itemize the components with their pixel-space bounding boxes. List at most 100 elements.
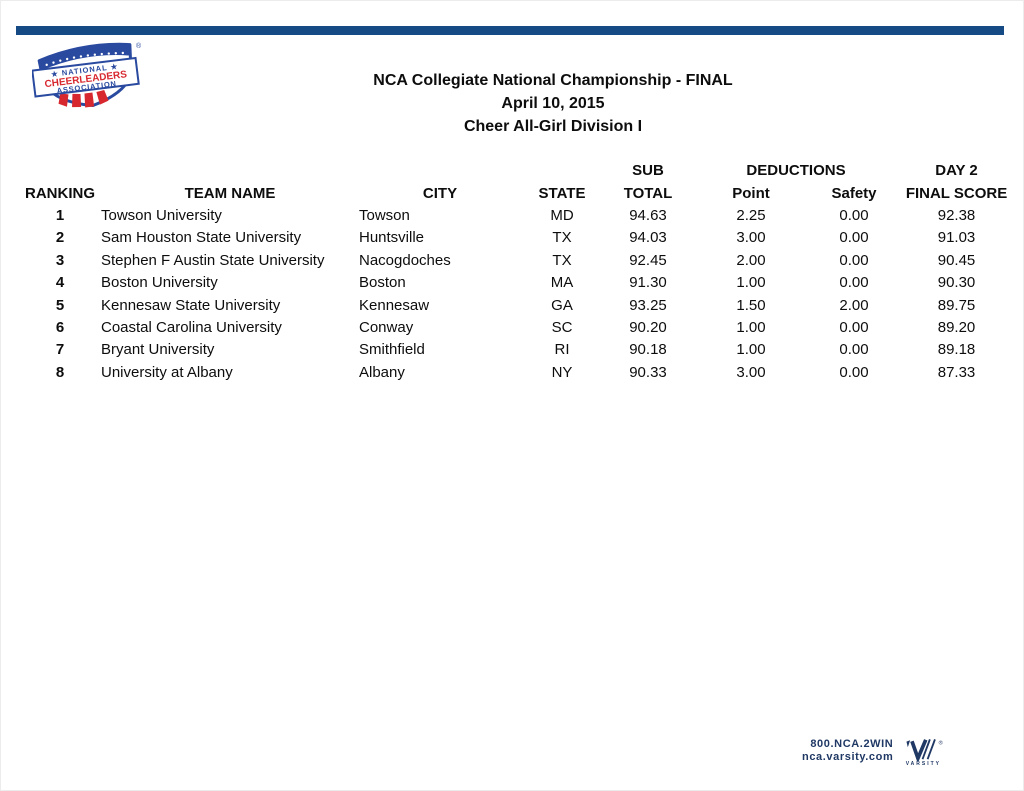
- table-row: 5 Kennesaw State University Kennesaw GA …: [19, 295, 1014, 317]
- cell-team: Kennesaw State University: [101, 296, 281, 314]
- cell-final-score: 91.03: [937, 229, 976, 247]
- group-header-deductions: DEDUCTIONS: [746, 162, 846, 179]
- cell-city: Albany: [359, 363, 405, 381]
- cell-ranking: 5: [55, 296, 65, 314]
- event-date: April 10, 2015: [501, 95, 605, 112]
- cell-city: Nacogdoches: [359, 251, 451, 269]
- page-title: NCA Collegiate National Championship - F…: [373, 72, 733, 89]
- cell-state: NY: [551, 363, 573, 381]
- varsity-logo-icon: ®: [906, 739, 943, 761]
- cell-point: 1.00: [736, 274, 766, 292]
- title-block: NCA Collegiate National Championship - F…: [81, 69, 1024, 138]
- col-point: Point: [732, 185, 770, 202]
- cell-ranking: 4: [55, 274, 65, 292]
- cell-sub-total: 90.18: [629, 341, 667, 359]
- cell-final-score: 90.30: [937, 274, 976, 292]
- cell-ranking: 8: [55, 363, 65, 381]
- varsity-registered-mark: ®: [939, 739, 943, 746]
- spacer: [101, 159, 359, 182]
- cell-city: Kennesaw: [359, 296, 430, 314]
- col-safety: Safety: [831, 185, 877, 202]
- results-table: SUB DEDUCTIONS DAY 2 RANKING TEAM NAME C…: [19, 159, 1014, 384]
- cell-ranking: 3: [55, 251, 65, 269]
- cell-state: TX: [552, 229, 572, 247]
- group-header-row: SUB DEDUCTIONS DAY 2: [19, 159, 1014, 182]
- cell-team: University at Albany: [101, 363, 233, 381]
- cell-final-score: 90.45: [937, 251, 976, 269]
- cell-safety: 2.00: [839, 296, 869, 314]
- cell-city: Huntsville: [359, 229, 425, 247]
- cell-sub-total: 91.30: [629, 274, 667, 292]
- cell-safety: 0.00: [839, 229, 869, 247]
- cell-safety: 0.00: [839, 251, 869, 269]
- cell-state: SC: [551, 319, 573, 337]
- cell-city: Smithfield: [359, 341, 425, 359]
- cell-point: 3.00: [736, 229, 766, 247]
- cell-team: Sam Houston State University: [101, 229, 302, 247]
- cell-safety: 0.00: [839, 319, 869, 337]
- footer-brand: 800.NCA.2WIN nca.varsity.com ® VARSITY: [802, 738, 946, 767]
- col-ranking: RANKING: [25, 185, 95, 202]
- table-row: 6 Coastal Carolina University Conway SC …: [19, 317, 1014, 339]
- nca-logo: ★ NATIONAL ★ CHEERLEADERS ASSOCIATION ®: [31, 35, 144, 111]
- cell-sub-total: 90.33: [629, 363, 667, 381]
- cell-safety: 0.00: [839, 341, 869, 359]
- cell-state: RI: [554, 341, 570, 359]
- spacer: [521, 159, 603, 182]
- cell-point: 1.00: [736, 341, 766, 359]
- cell-state: TX: [552, 251, 572, 269]
- varsity-wordmark: VARSITY: [905, 761, 941, 767]
- spacer: [359, 159, 521, 182]
- cell-point: 2.25: [736, 207, 766, 224]
- cell-safety: 0.00: [839, 363, 869, 381]
- cell-safety: 0.00: [839, 274, 869, 292]
- cell-safety: 0.00: [839, 207, 869, 224]
- cell-team: Coastal Carolina University: [101, 319, 282, 337]
- cell-point: 1.50: [736, 296, 766, 314]
- cell-final-score: 89.18: [937, 341, 976, 359]
- table-row: 1 Towson University Towson MD 94.63 2.25…: [19, 205, 1014, 227]
- cell-team: Stephen F Austin State University: [101, 251, 325, 269]
- cell-ranking: 1: [55, 207, 65, 224]
- cell-city: Boston: [359, 274, 406, 292]
- cell-sub-total: 94.03: [629, 229, 667, 247]
- col-sub-total: TOTAL: [623, 185, 673, 202]
- table-row: 7 Bryant University Smithfield RI 90.18 …: [19, 339, 1014, 361]
- column-header-row: RANKING TEAM NAME CITY STATE TOTAL Point…: [19, 182, 1014, 205]
- group-header-sub: SUB: [632, 162, 664, 179]
- cell-ranking: 6: [55, 319, 65, 337]
- top-rule: [16, 26, 1004, 35]
- nca-megaphone-icon: ★ NATIONAL ★ CHEERLEADERS ASSOCIATION ®: [31, 42, 142, 108]
- cell-point: 1.00: [736, 319, 766, 337]
- col-state: STATE: [538, 185, 586, 202]
- cell-team: Towson University: [101, 207, 222, 224]
- cell-state: MA: [550, 274, 574, 292]
- footer-website: nca.varsity.com: [802, 751, 894, 763]
- cell-point: 3.00: [736, 363, 766, 381]
- cell-state: GA: [551, 296, 573, 314]
- cell-team: Boston University: [101, 274, 218, 292]
- table-row: 8 University at Albany Albany NY 90.33 3…: [19, 362, 1014, 384]
- cell-final-score: 92.38: [937, 207, 976, 224]
- cell-sub-total: 92.45: [629, 251, 667, 269]
- cell-final-score: 89.75: [937, 296, 976, 314]
- cell-point: 2.00: [736, 251, 766, 269]
- cell-ranking: 7: [55, 341, 65, 359]
- footer-phone: 800.NCA.2WIN: [810, 738, 894, 750]
- division-title: Cheer All-Girl Division I: [463, 118, 643, 135]
- cell-state: MD: [550, 207, 574, 224]
- table-row: 2 Sam Houston State University Huntsvill…: [19, 227, 1014, 249]
- cell-sub-total: 90.20: [629, 319, 667, 337]
- table-row: 4 Boston University Boston MA 91.30 1.00…: [19, 272, 1014, 294]
- registered-mark: ®: [136, 42, 142, 50]
- cell-sub-total: 93.25: [629, 296, 667, 314]
- cell-sub-total: 94.63: [629, 207, 667, 224]
- col-city: CITY: [422, 185, 458, 202]
- cell-final-score: 89.20: [937, 319, 976, 337]
- cell-final-score: 87.33: [937, 363, 976, 381]
- col-team-name: TEAM NAME: [184, 185, 276, 202]
- cell-ranking: 2: [55, 229, 65, 247]
- cell-city: Towson: [359, 207, 410, 224]
- group-header-day2: DAY 2: [935, 162, 978, 179]
- cell-team: Bryant University: [101, 341, 215, 359]
